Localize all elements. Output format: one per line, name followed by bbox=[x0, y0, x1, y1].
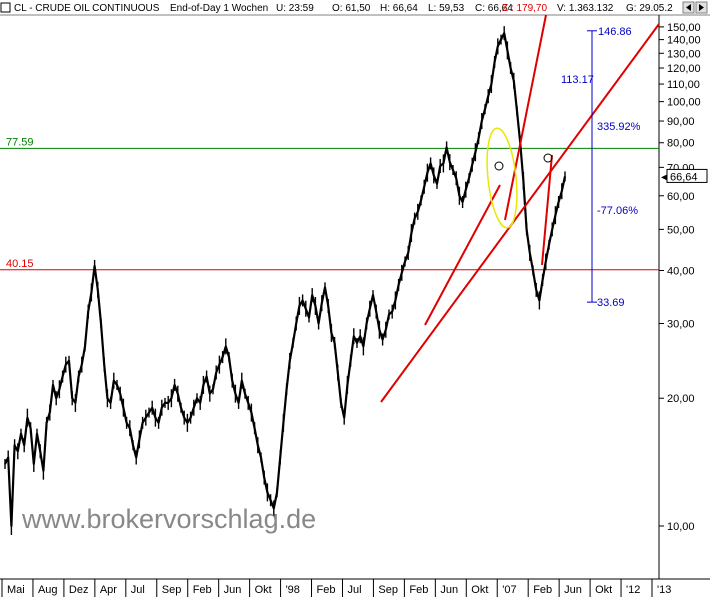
x-tick-label: Okt bbox=[595, 584, 612, 596]
y-tick-label: 120,00 bbox=[667, 63, 701, 75]
x-tick-label: Feb bbox=[533, 584, 552, 596]
y-tick-label: 10,00 bbox=[667, 521, 695, 533]
y-tick-label: 100,00 bbox=[667, 97, 701, 109]
x-axis: Mai Aug Dez Apr Jul Sep Feb Jun Okt '98 Feb Jul Sep F… bbox=[1, 579, 671, 597]
header-period: End-of-Day 1 Wochen bbox=[170, 3, 268, 14]
x-tick-label: Jul bbox=[131, 584, 145, 596]
resistance-label: 77.59 bbox=[6, 136, 34, 148]
measure-tool: 146.86 113.17 33.69 335.92% -77.06% bbox=[561, 26, 641, 309]
header-close: C: 66,64 bbox=[475, 3, 513, 14]
x-tick-label: Jun bbox=[564, 584, 582, 596]
y-tick-label: 90,00 bbox=[667, 116, 695, 128]
arrow-right-icon bbox=[699, 4, 704, 11]
y-tick-label: 40,00 bbox=[667, 265, 695, 277]
x-tick-label: Jun bbox=[224, 584, 242, 596]
support-label: 40.15 bbox=[6, 258, 34, 270]
measure-top-label: 146.86 bbox=[598, 26, 632, 38]
price-series bbox=[4, 26, 567, 535]
header-low: L: 59,53 bbox=[428, 3, 465, 14]
y-tick-label: 20,00 bbox=[667, 393, 695, 405]
last-price-value: 66,64 bbox=[670, 171, 698, 183]
header-open: O: 61,50 bbox=[332, 3, 371, 14]
x-tick-label: Apr bbox=[100, 584, 117, 596]
y-tick-label: 110,00 bbox=[667, 79, 700, 91]
marker-circle bbox=[494, 161, 504, 171]
watermark: www.brokervorschlag.de bbox=[21, 504, 316, 534]
x-tick-label: Aug bbox=[38, 584, 58, 596]
y-tick-label: 30,00 bbox=[667, 319, 695, 331]
header-high: H: 66,64 bbox=[380, 3, 418, 14]
measure-up-pct: 335.92% bbox=[597, 121, 641, 133]
x-tick-label: Mai bbox=[7, 584, 25, 596]
x-tick-label: Feb bbox=[317, 584, 336, 596]
x-tick-label: Okt bbox=[255, 584, 272, 596]
x-tick-label: Sep bbox=[162, 584, 182, 596]
trendline-long bbox=[380, 23, 660, 403]
x-tick-label: Feb bbox=[193, 584, 212, 596]
measure-down-pct: -77.06% bbox=[597, 205, 638, 217]
x-tick-label: Feb bbox=[409, 584, 428, 596]
header-date: G: 29.05.2 bbox=[626, 3, 673, 14]
y-tick-label: 130,00 bbox=[667, 48, 701, 60]
header-time: U: 23:59 bbox=[276, 3, 314, 14]
x-tick-label: '98 bbox=[286, 584, 300, 596]
menu-box-icon[interactable] bbox=[0, 2, 11, 13]
arrow-left-icon bbox=[686, 4, 691, 11]
y-tick-label: 140,00 bbox=[667, 35, 701, 47]
x-tick-label: Jul bbox=[347, 584, 361, 596]
y-tick-label: 60,00 bbox=[667, 191, 695, 203]
header-change: Z : 179,70 bbox=[502, 3, 547, 14]
last-price-arrow-icon: ◀ bbox=[661, 172, 668, 181]
y-tick-label: 80,00 bbox=[667, 138, 695, 150]
highlight-ellipse bbox=[486, 127, 518, 229]
y-tick-label: 150,00 bbox=[667, 22, 701, 34]
x-tick-label: '07 bbox=[502, 584, 516, 596]
x-tick-label: Dez bbox=[69, 584, 89, 596]
header-volume: V: 1.363.132 bbox=[557, 3, 614, 14]
trendline-steep bbox=[504, 14, 547, 221]
last-price-box bbox=[666, 168, 708, 183]
last-price-tag: 66,64 ◀ bbox=[661, 168, 708, 183]
x-tick-label: '13 bbox=[657, 584, 671, 596]
marker-circle bbox=[543, 153, 553, 163]
header-symbol: CL - CRUDE OIL CONTINUOUS bbox=[14, 3, 160, 14]
measure-mid-label: 113.17 bbox=[561, 74, 594, 86]
x-tick-label: Jun bbox=[440, 584, 458, 596]
trendline-breakdown bbox=[541, 154, 553, 266]
chart-header: CL - CRUDE OIL CONTINUOUS End-of-Day 1 W… bbox=[0, 1, 708, 14]
x-tick-label: Okt bbox=[471, 584, 488, 596]
y-axis: 10,0020,0030,0040,0050,0060,0070,0080,00… bbox=[659, 22, 701, 533]
x-tick-label: '12 bbox=[626, 584, 640, 596]
x-tick-label: Sep bbox=[378, 584, 398, 596]
y-tick-label: 50,00 bbox=[667, 224, 695, 236]
measure-bottom-label: 33.69 bbox=[597, 297, 625, 309]
trendline-mid bbox=[424, 184, 501, 326]
